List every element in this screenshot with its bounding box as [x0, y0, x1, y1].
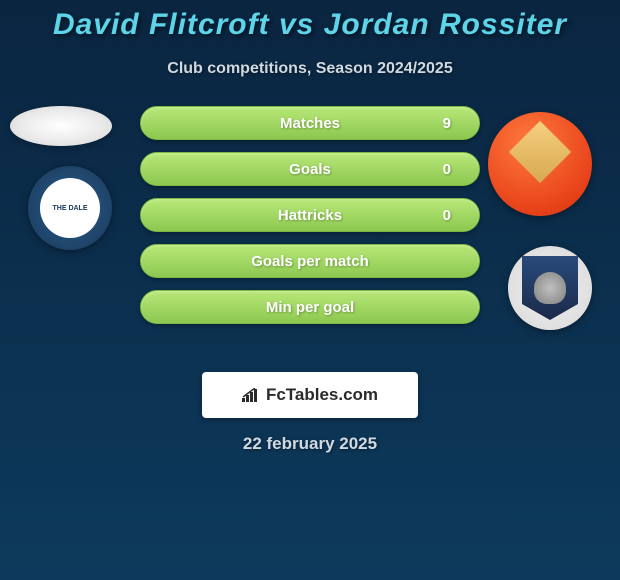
stat-row-hattricks: Hattricks 0 — [140, 198, 480, 232]
stat-label: Goals per match — [251, 253, 369, 270]
stat-value-right: 0 — [443, 161, 451, 178]
chart-icon — [242, 388, 260, 402]
page-title: David Flitcroft vs Jordan Rossiter — [0, 0, 620, 42]
player-right-avatar — [488, 112, 592, 216]
branding-text: FcTables.com — [266, 385, 378, 405]
player-right-club-badge — [508, 246, 592, 330]
branding-box: FcTables.com — [202, 372, 418, 418]
badge-text: THE DALE — [53, 205, 88, 212]
stat-label: Min per goal — [266, 299, 354, 316]
player-left-avatar — [10, 106, 112, 146]
comparison-content: THE DALE Matches 9 Goals 0 Hattricks 0 G… — [0, 106, 620, 356]
owl-icon — [534, 272, 566, 304]
stat-label: Matches — [280, 115, 340, 132]
stat-label: Goals — [289, 161, 331, 178]
stat-value-right: 0 — [443, 207, 451, 224]
comparison-date: 22 february 2025 — [0, 434, 620, 454]
stat-row-goals-per-match: Goals per match — [140, 244, 480, 278]
rochdale-badge-icon: THE DALE — [40, 178, 100, 238]
stat-value-right: 9 — [443, 115, 451, 132]
stat-row-matches: Matches 9 — [140, 106, 480, 140]
stat-row-goals: Goals 0 — [140, 152, 480, 186]
stats-list: Matches 9 Goals 0 Hattricks 0 Goals per … — [140, 106, 480, 336]
oldham-badge-icon — [522, 256, 578, 320]
player-left-club-badge: THE DALE — [28, 166, 112, 250]
stat-label: Hattricks — [278, 207, 342, 224]
stat-row-min-per-goal: Min per goal — [140, 290, 480, 324]
season-subtitle: Club competitions, Season 2024/2025 — [0, 60, 620, 78]
